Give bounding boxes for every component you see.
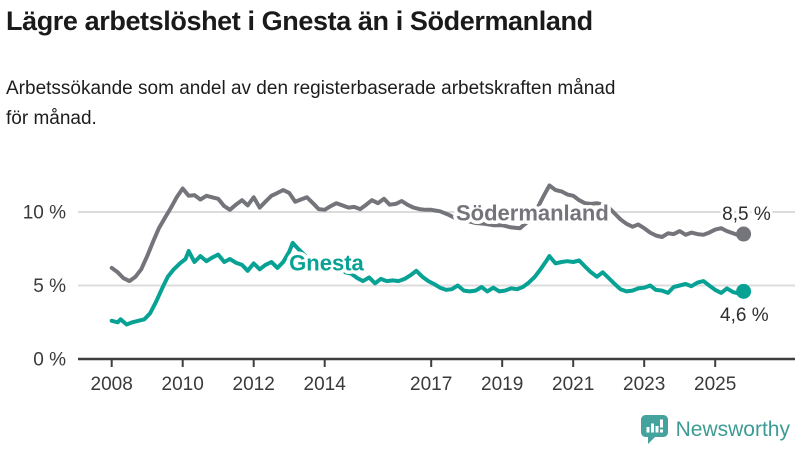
x-tick-label: 2019 <box>481 374 523 395</box>
series-line-södermanland <box>109 183 746 284</box>
x-tick-label: 2021 <box>552 374 594 395</box>
chart-title: Lägre arbetslöshet i Gnesta än i Söderma… <box>6 6 593 36</box>
brand-name: Newsworthy <box>675 417 790 441</box>
brand-footer: Newsworthy <box>640 414 790 445</box>
x-tick-label: 2023 <box>623 374 665 395</box>
newsworthy-logo-icon <box>640 415 668 444</box>
end-value-label-södermanland: 8,5 % <box>722 204 771 225</box>
series-label-gnesta: Gnesta <box>289 251 364 276</box>
x-tick-label: 2017 <box>410 374 452 395</box>
end-dot-södermanland <box>736 226 752 242</box>
chart-subtitle-line1: Arbetssökande som andel av den registerb… <box>6 78 616 99</box>
chart-subtitle: Arbetssökande som andel av den registerb… <box>6 74 786 134</box>
x-tick-label: 2012 <box>233 374 275 395</box>
chart-subtitle-line2: för månad. <box>6 108 97 129</box>
y-tick-label: 10 % <box>23 203 66 224</box>
y-tick-label: 5 % <box>33 276 66 297</box>
x-tick-label: 2014 <box>304 374 347 395</box>
series-label-södermanland: Södermanland <box>456 201 609 226</box>
y-tick-label: 0 % <box>33 350 66 371</box>
end-dot-gnesta <box>736 283 752 299</box>
x-tick-label: 2008 <box>91 374 133 395</box>
x-tick-label: 2010 <box>162 374 204 395</box>
end-value-label-gnesta: 4,6 % <box>720 305 769 326</box>
x-tick-label: 2025 <box>694 374 736 395</box>
series-line-gnesta <box>109 240 746 327</box>
